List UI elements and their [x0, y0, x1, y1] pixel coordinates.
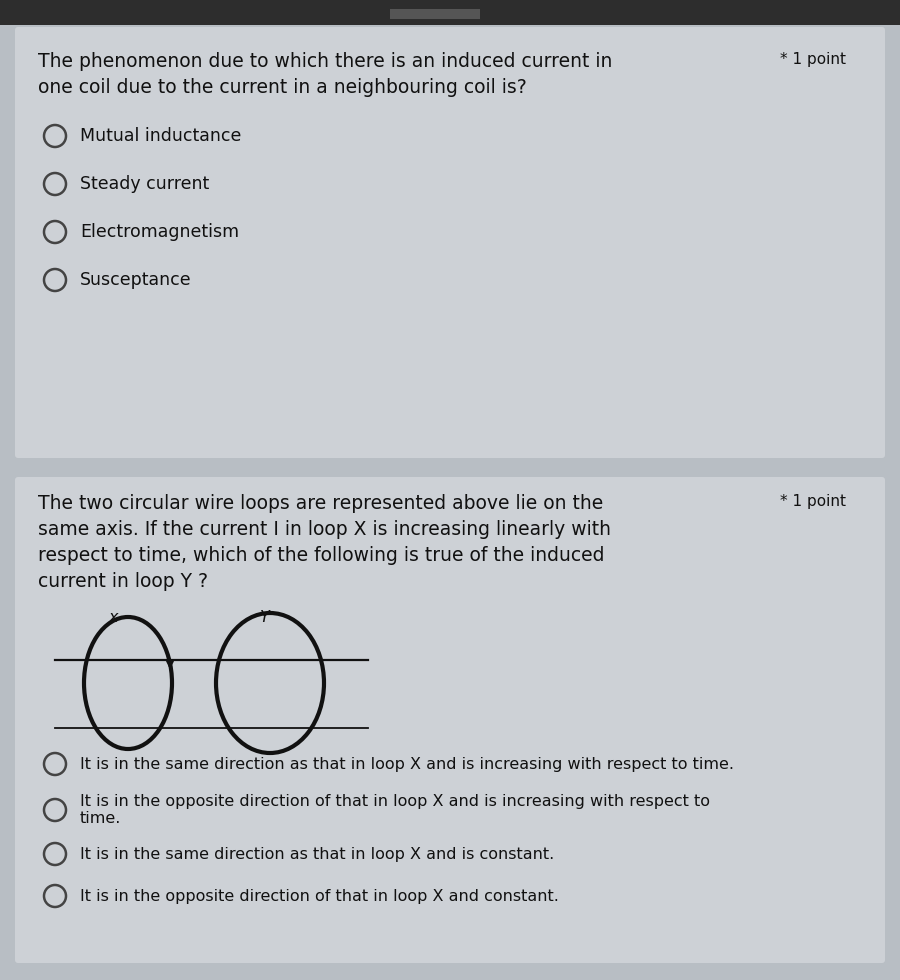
Text: * 1 point: * 1 point [780, 494, 846, 509]
Text: respect to time, which of the following is true of the induced: respect to time, which of the following … [38, 546, 605, 565]
Text: * 1 point: * 1 point [780, 52, 846, 67]
Text: It is in the same direction as that in loop X and is constant.: It is in the same direction as that in l… [80, 847, 554, 861]
Text: Electromagnetism: Electromagnetism [80, 223, 239, 241]
Text: It is in the same direction as that in loop X and is increasing with respect to : It is in the same direction as that in l… [80, 757, 734, 771]
FancyBboxPatch shape [15, 477, 885, 963]
Text: one coil due to the current in a neighbouring coil is?: one coil due to the current in a neighbo… [38, 78, 526, 97]
Text: x: x [108, 610, 118, 625]
Bar [390, 9, 480, 19]
Text: Y: Y [260, 610, 270, 625]
Text: The phenomenon due to which there is an induced current in: The phenomenon due to which there is an … [38, 52, 612, 71]
Text: current in loop Y ?: current in loop Y ? [38, 572, 208, 591]
Text: Mutual inductance: Mutual inductance [80, 127, 241, 145]
Bar [0, 0, 900, 25]
FancyBboxPatch shape [15, 27, 885, 458]
Text: Susceptance: Susceptance [80, 271, 192, 289]
Text: same axis. If the current I in loop X is increasing linearly with: same axis. If the current I in loop X is… [38, 520, 611, 539]
Text: Steady current: Steady current [80, 175, 209, 193]
Text: It is in the opposite direction of that in loop X and is increasing with respect: It is in the opposite direction of that … [80, 794, 710, 826]
Text: It is in the opposite direction of that in loop X and constant.: It is in the opposite direction of that … [80, 889, 559, 904]
Text: The two circular wire loops are represented above lie on the: The two circular wire loops are represen… [38, 494, 603, 513]
